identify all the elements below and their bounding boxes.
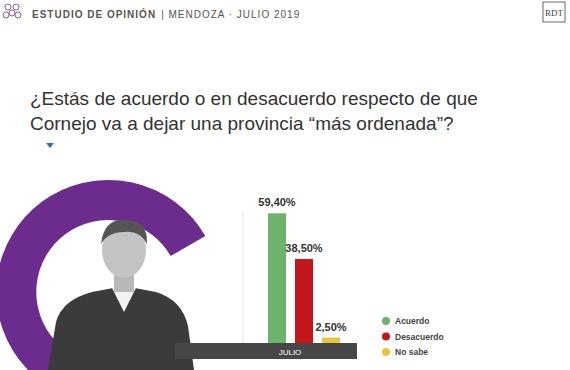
data-label: 38,50% [285,242,323,254]
bar [322,338,340,343]
legend-marker [382,333,390,341]
header-icon [3,4,21,18]
legend: Acuerdo Desacuerdo No sabe [382,316,444,357]
data-label: 59,40% [258,196,296,208]
icon-dot [13,4,19,10]
portrait-decoration [16,200,194,370]
icon-dot [5,4,11,10]
data-labels: 59,40% 38,50% 2,50% [258,196,346,332]
underline-marker [46,143,54,148]
x-tick-label: JULIO [279,348,302,357]
legend-marker [382,348,390,356]
legend-label: No sabe [395,347,428,357]
header-title: ESTUDIO DE OPINIÓN [32,8,156,20]
bar [268,213,286,343]
icon-dot [15,12,21,18]
legend-label: Acuerdo [395,316,429,326]
logo-text: RDT [545,8,564,18]
icon-dot [9,10,15,16]
bar [295,259,313,343]
chart-title: ¿Estás de acuerdo o en desacuerdo respec… [30,86,500,136]
chart-canvas: ESTUDIO DE OPINIÓN | MENDOZA · JULIO 2019… [0,0,570,370]
data-label: 2,50% [315,321,346,333]
title-underline [30,142,486,143]
y-axis-line [243,212,244,343]
header-detail: | MENDOZA · JULIO 2019 [161,9,300,20]
category-band [175,343,357,359]
legend-label: Desacuerdo [395,332,444,342]
logo-box [543,2,565,22]
portrait-hair [101,220,147,244]
icon-dot [3,12,9,18]
legend-marker [382,317,390,325]
portrait-body [48,286,194,370]
